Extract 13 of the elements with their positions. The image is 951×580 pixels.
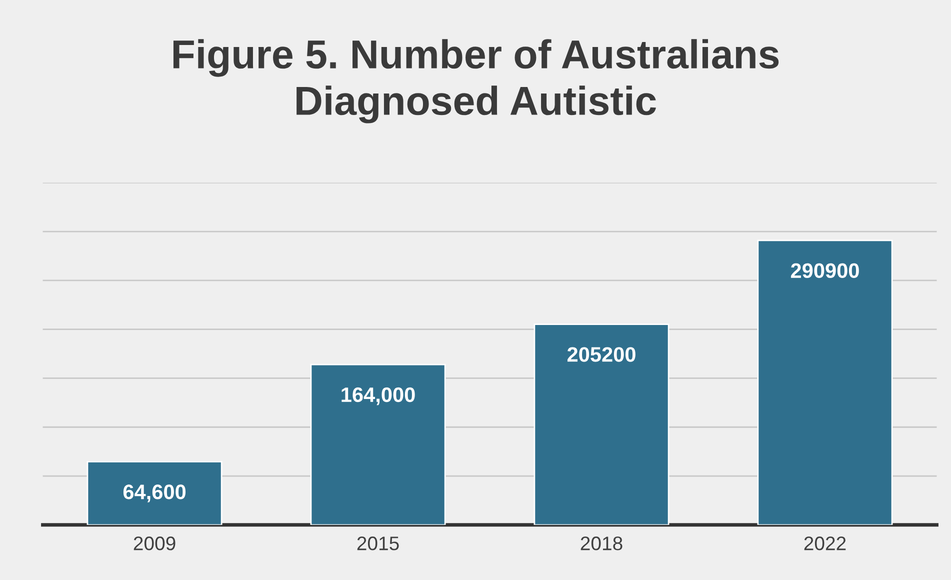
x-tick-label: 2015 (357, 536, 399, 550)
bar (310, 364, 446, 525)
bar (86, 461, 222, 525)
data-label: 64,600 (123, 484, 186, 502)
bar (534, 324, 670, 525)
chart-title: Figure 5. Number of Australians Diagnosed Autistic (173, 39, 779, 124)
data-label: 205200 (567, 347, 636, 362)
data-label: 164,000 (342, 387, 415, 406)
bar (757, 240, 893, 525)
data-label: 290900 (790, 263, 859, 278)
x-tick-label: 2009 (134, 536, 176, 550)
x-tick-label: 2018 (580, 536, 622, 550)
x-tick-label: 2022 (804, 536, 846, 550)
